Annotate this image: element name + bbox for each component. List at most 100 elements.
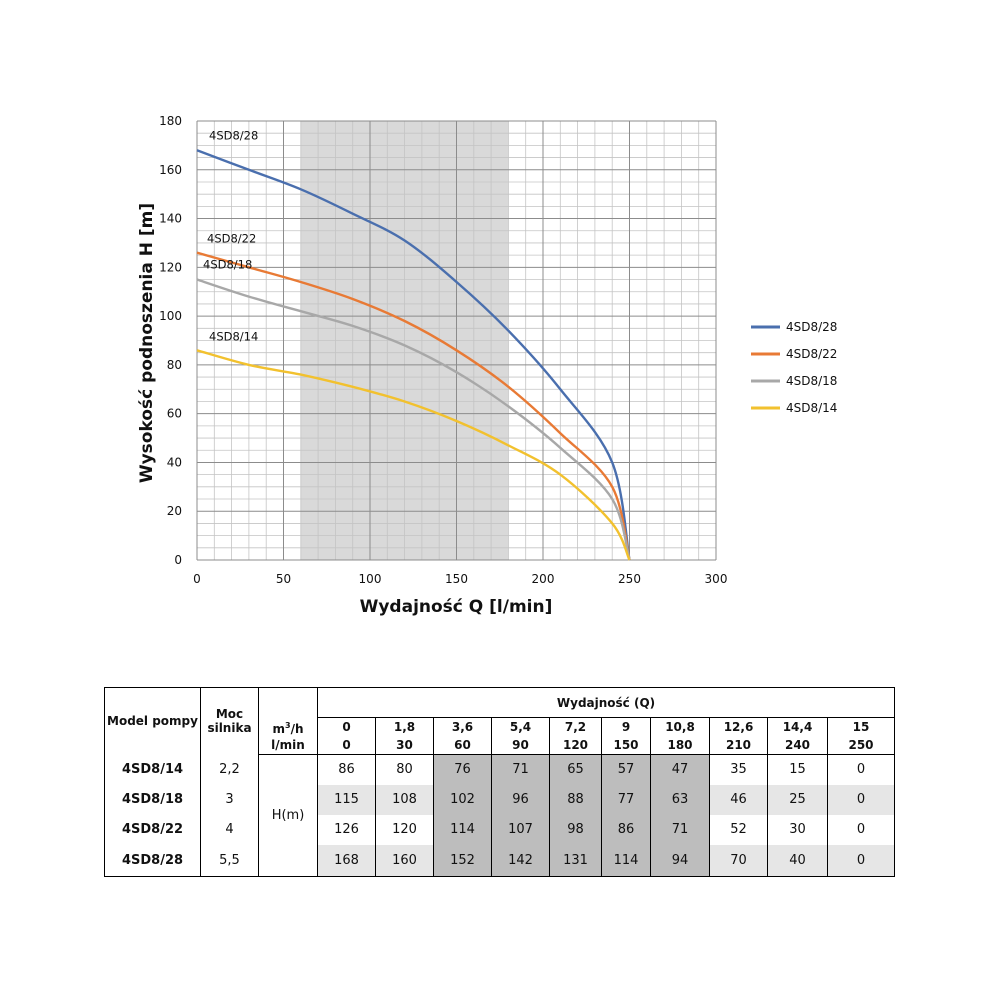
curves: [196, 149, 631, 561]
flow-lmin-value: 210: [709, 736, 768, 755]
y-tick-label: 160: [159, 163, 182, 177]
y-tick-label: 80: [167, 358, 182, 372]
flow-m3h-value: 5,4: [491, 717, 550, 737]
table-row: 4SD8/14 2,2 H(m) 86 80 76 71 65 57 47 35 15 0: [104, 754, 896, 877]
head-value-cell: 96: [491, 784, 550, 815]
series-line-4sd8-28: [196, 149, 631, 561]
head-value-cell: 126: [317, 814, 376, 845]
head-value-cell: 115: [317, 784, 376, 815]
flow-m3h-value: 0: [317, 717, 376, 737]
series-line-4sd8-22: [196, 251, 631, 561]
y-tick-label: 120: [159, 260, 182, 274]
x-tick-labels: 0 50 100 150 200 250 300: [193, 572, 727, 586]
head-value-cell: 15: [767, 754, 828, 785]
x-tick-label: 100: [359, 572, 382, 586]
table-row: 4SD8/18 3 115 108 102 96 88 77 63 46 25 0: [104, 784, 896, 815]
power-cell: 5,5: [200, 844, 259, 877]
head-value-cell: 63: [650, 784, 710, 815]
legend-label: 4SD8/28: [786, 320, 837, 334]
x-tick-label: 50: [276, 572, 291, 586]
head-value-cell: 114: [601, 844, 651, 877]
head-value-cell: 30: [767, 814, 828, 845]
flow-m3h-value: 7,2: [549, 717, 602, 737]
y-tick-label: 0: [174, 553, 182, 567]
flow-lmin-value: 30: [375, 736, 434, 755]
curve-label: 4SD8/28: [209, 128, 258, 142]
head-value-cell: 168: [317, 844, 376, 877]
model-cell: 4SD8/28: [104, 844, 201, 877]
x-tick-label: 300: [705, 572, 728, 586]
head-value-cell: 70: [709, 844, 768, 877]
y-tick-label: 20: [167, 504, 182, 518]
x-tick-label: 200: [532, 572, 555, 586]
flow-m3h-value: 15: [827, 717, 896, 737]
head-value-cell: 0: [827, 754, 896, 785]
head-value-cell: 57: [601, 754, 651, 785]
head-value-cell: 98: [549, 814, 602, 845]
model-cell: 4SD8/18: [104, 784, 201, 815]
flow-lmin-value: 150: [601, 736, 651, 755]
head-value-cell: 152: [433, 844, 492, 877]
flow-lmin-value: 0: [317, 736, 376, 755]
table-row: 4SD8/22 4 126 120 114 107 98 86 71 52 30 0: [104, 814, 896, 845]
legend-label: 4SD8/14: [786, 401, 837, 415]
header-power: Moc silnika: [200, 687, 259, 755]
head-value-cell: 65: [549, 754, 602, 785]
power-cell: 2,2: [200, 754, 259, 785]
curve-label: 4SD8/14: [209, 329, 258, 343]
curve-label: 4SD8/22: [207, 232, 256, 246]
head-value-cell: 76: [433, 754, 492, 785]
y-tick-label: 180: [159, 114, 182, 128]
head-value-cell: 0: [827, 814, 896, 845]
flow-m3h-value: 12,6: [709, 717, 768, 737]
x-tick-label: 250: [618, 572, 641, 586]
head-value-cell: 88: [549, 784, 602, 815]
head-value-cell: 35: [709, 754, 768, 785]
head-value-cell: 47: [650, 754, 710, 785]
y-tick-label: 40: [167, 455, 182, 469]
y-axis-title: Wysokość podnoszenia H [m]: [137, 203, 157, 483]
unit-m3h-sup: 3: [285, 720, 291, 730]
head-value-cell: 114: [433, 814, 492, 845]
model-cell: 4SD8/22: [104, 814, 201, 845]
y-tick-label: 100: [159, 309, 182, 323]
head-value-cell: 40: [767, 844, 828, 877]
head-value-cell: 86: [317, 754, 376, 785]
flow-lmin-value: 240: [767, 736, 828, 755]
series-line-4sd8-14: [196, 349, 631, 561]
legend-label: 4SD8/18: [786, 374, 837, 388]
h-label: H(m): [258, 754, 318, 877]
head-value-cell: 71: [491, 754, 550, 785]
power-cell: 3: [200, 784, 259, 815]
unit-lmin: l/min: [258, 736, 318, 755]
header-units-blank: [258, 687, 318, 718]
pump-curve-chart: 0 50 100 150 200 250 300 0 20 40 60 80 100 120 140 160…: [137, 114, 837, 617]
series-line-4sd8-18: [196, 278, 631, 561]
head-value-cell: 0: [827, 784, 896, 815]
flow-lmin-value: 120: [549, 736, 602, 755]
flow-lmin-value: 180: [650, 736, 710, 755]
flow-m3h-value: 14,4: [767, 717, 828, 737]
header-power-line1: Moc: [215, 707, 244, 722]
head-value-cell: 108: [375, 784, 434, 815]
head-value-cell: 77: [601, 784, 651, 815]
head-value-cell: 120: [375, 814, 434, 845]
header-model: Model pompy: [104, 687, 201, 755]
header-flow: Wydajność (Q): [317, 687, 896, 718]
head-value-cell: 160: [375, 844, 434, 877]
curve-label: 4SD8/18: [203, 258, 252, 272]
head-value-cell: 94: [650, 844, 710, 877]
flow-m3h-value: 10,8: [650, 717, 710, 737]
y-tick-label: 60: [167, 407, 182, 421]
head-value-cell: 46: [709, 784, 768, 815]
x-tick-label: 0: [193, 572, 201, 586]
flow-m3h-value: 3,6: [433, 717, 492, 737]
head-value-cell: 0: [827, 844, 896, 877]
x-tick-label: 150: [445, 572, 468, 586]
y-tick-label: 140: [159, 212, 182, 226]
unit-m3h-tail: /h: [290, 721, 304, 736]
power-cell: 4: [200, 814, 259, 845]
grid-major: [196, 120, 717, 561]
head-value-cell: 25: [767, 784, 828, 815]
flow-m3h-value: 1,8: [375, 717, 434, 737]
